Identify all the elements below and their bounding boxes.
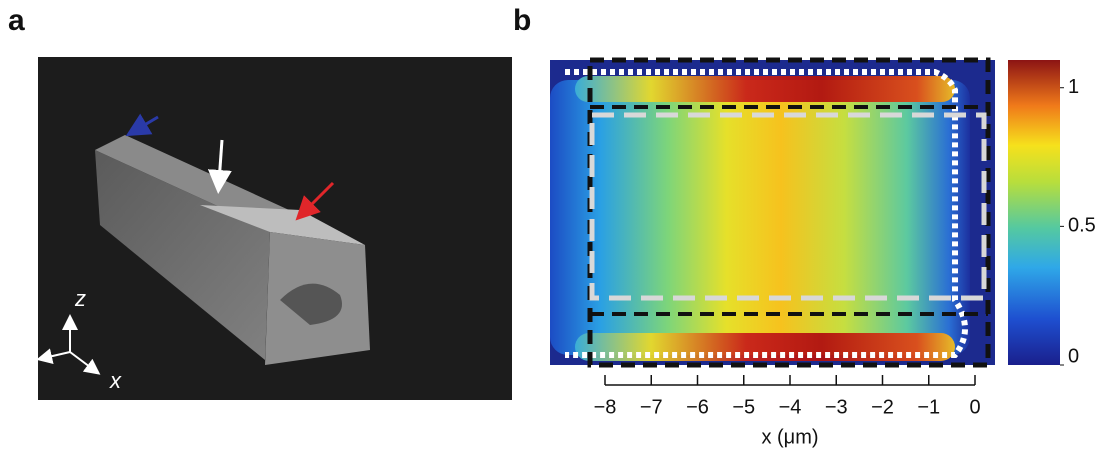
axis-letter: x bbox=[109, 368, 122, 393]
figure: a z y x b x (μm) −8 −7 −6 −5 −4 −3 −2 −1 0 0 0.5 1 bbox=[0, 0, 1111, 457]
x-tick-label: −1 bbox=[917, 396, 940, 418]
panel-label: b bbox=[513, 4, 531, 37]
x-tick-label: −6 bbox=[686, 396, 709, 418]
x-tick-label: −5 bbox=[732, 396, 755, 418]
colorbar-tick-label: 0 bbox=[1068, 345, 1079, 367]
colorbar-tick-label: 0.5 bbox=[1068, 215, 1096, 237]
colorbar-tick-label: 1 bbox=[1068, 76, 1079, 98]
x-axis-label: x (μm) bbox=[761, 426, 818, 448]
colorbar bbox=[1008, 60, 1060, 365]
axis-letter: y bbox=[20, 341, 35, 366]
axis-letter: z bbox=[74, 286, 86, 311]
x-tick-label: −8 bbox=[594, 396, 617, 418]
panel-label: a bbox=[8, 4, 25, 37]
x-tick-label: −2 bbox=[871, 396, 894, 418]
x-tick-label: −4 bbox=[779, 396, 802, 418]
x-tick-label: 0 bbox=[969, 396, 980, 418]
x-tick-label: −3 bbox=[825, 396, 848, 418]
x-tick-label: −7 bbox=[640, 396, 663, 418]
heatmap bbox=[550, 60, 995, 365]
